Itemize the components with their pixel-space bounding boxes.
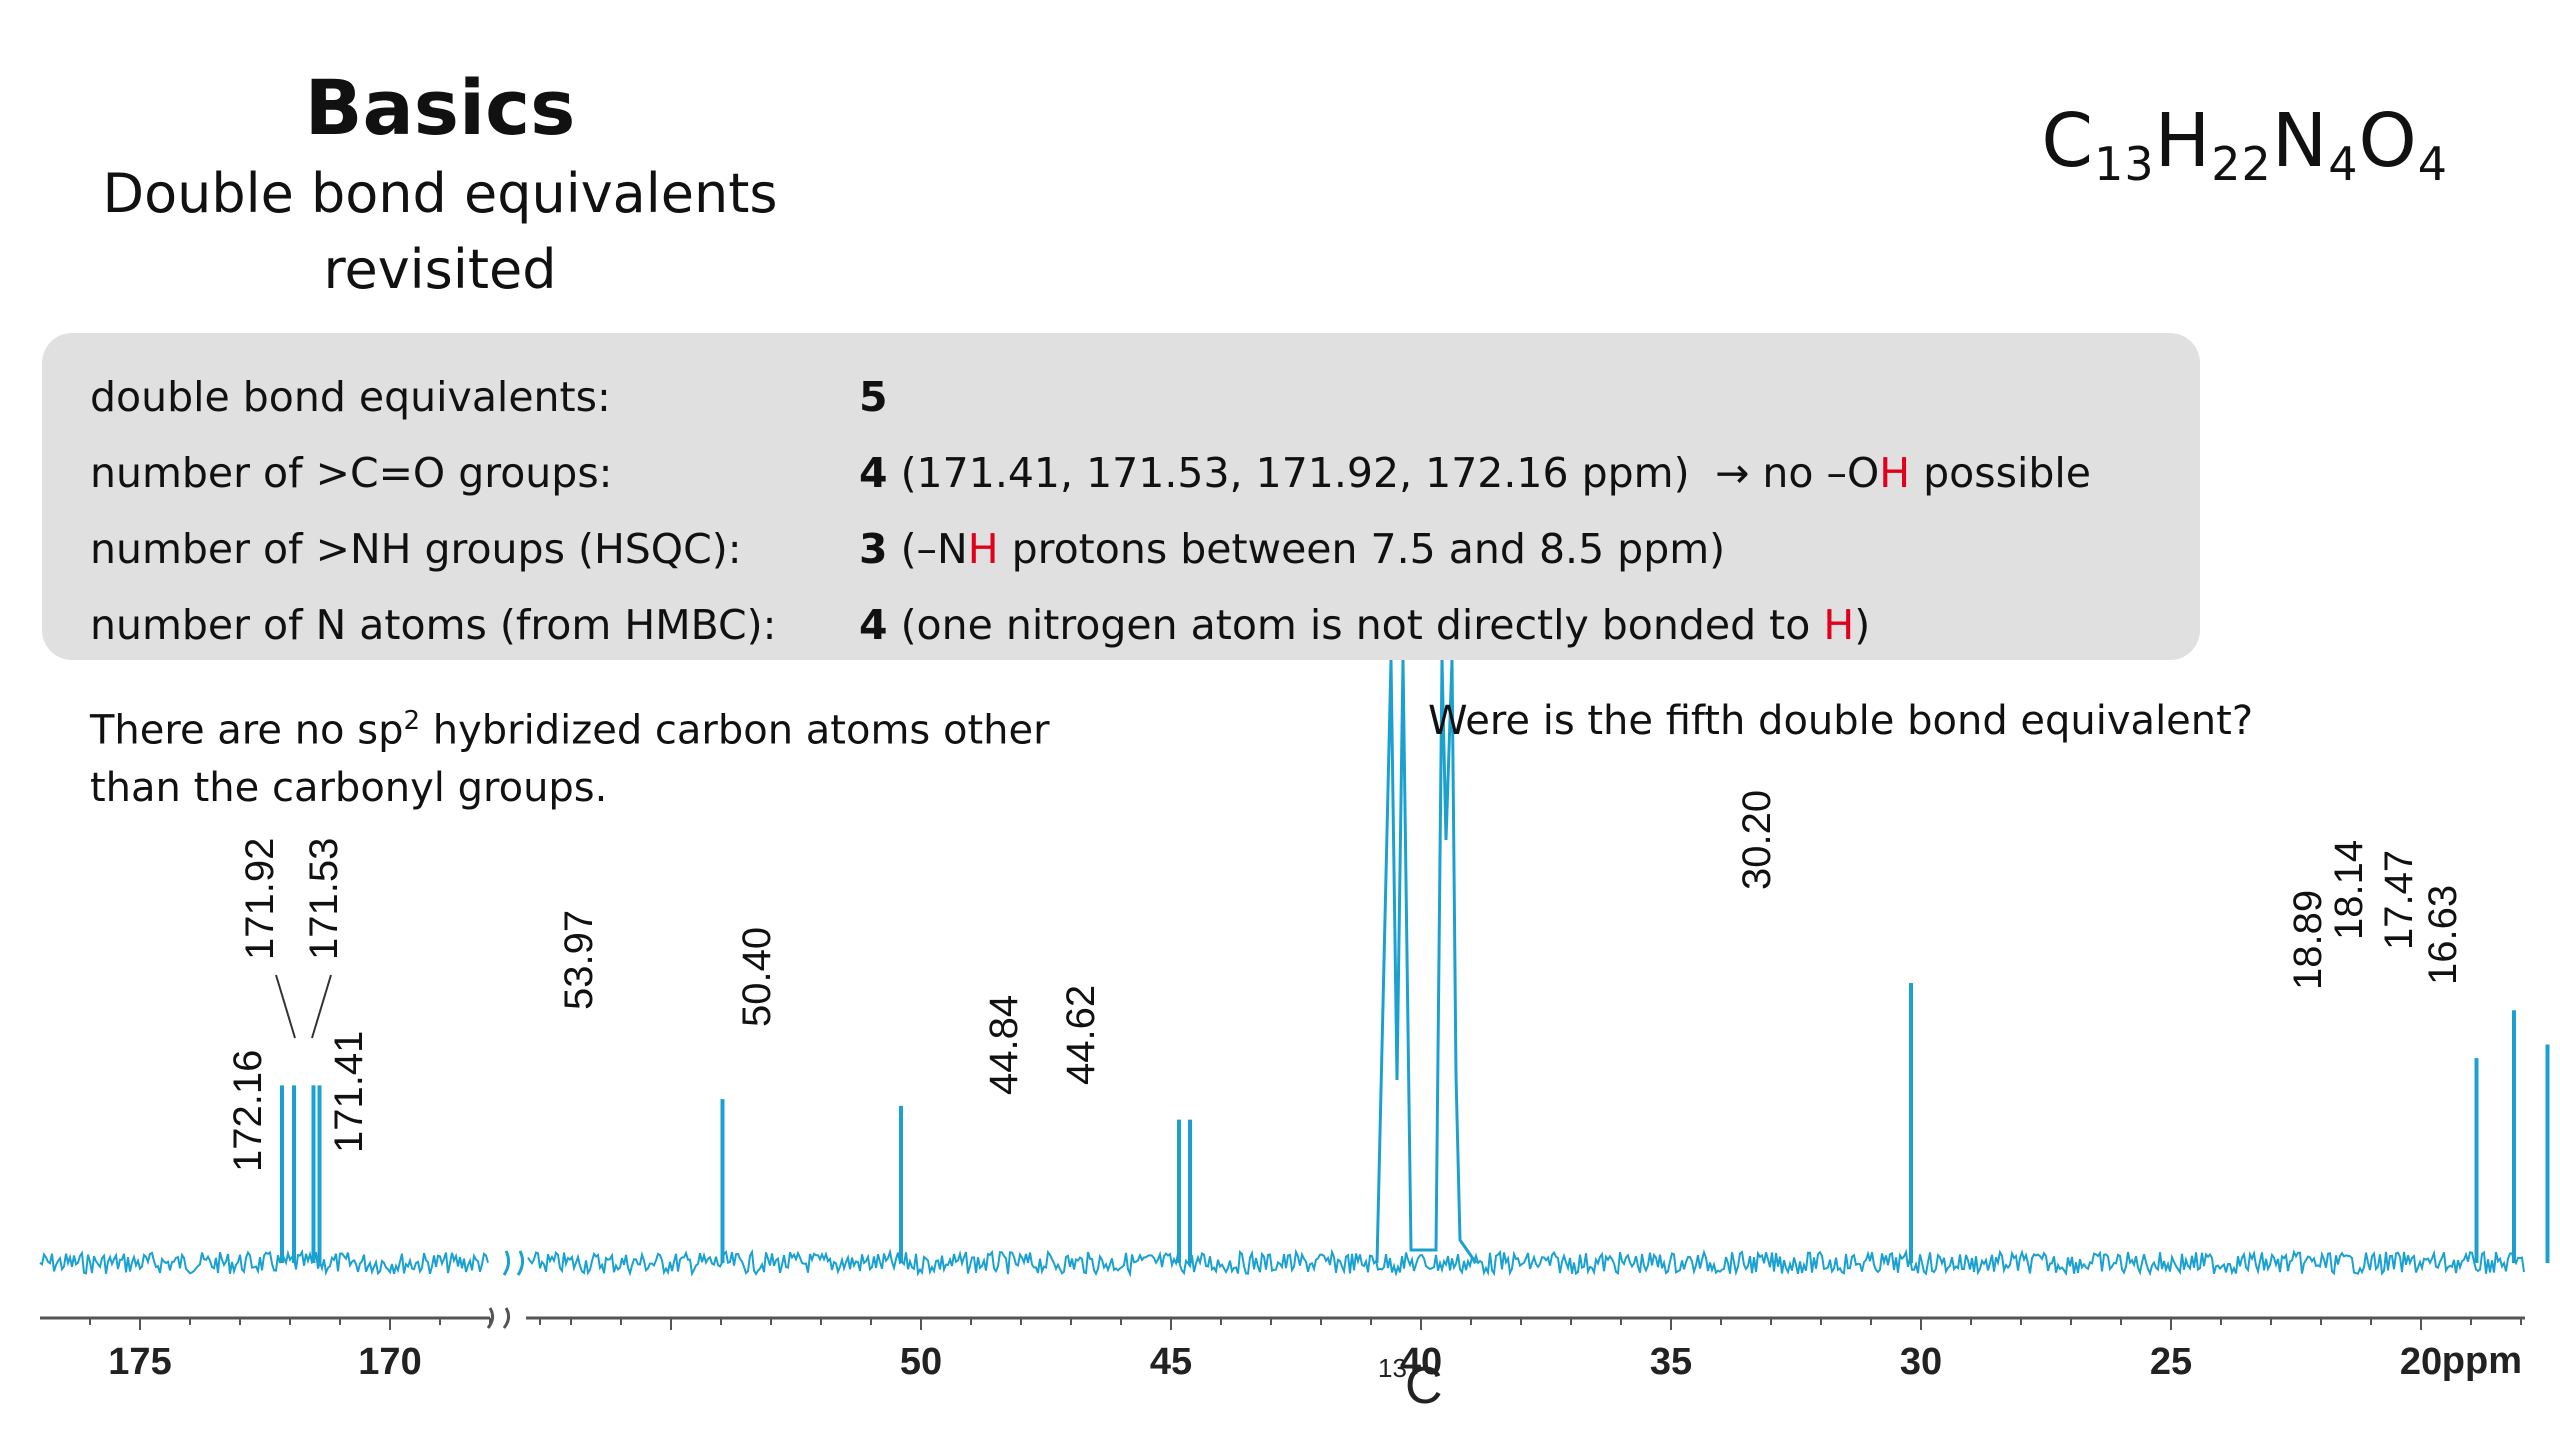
axis-tick-label: 170 (358, 1341, 421, 1383)
axis-tick-label: 40 (1400, 1341, 1442, 1383)
note-left: There are no sp2 hybridized carbon atoms… (90, 692, 1050, 817)
axis-tick-label: 20 (2400, 1341, 2442, 1383)
note-right: Were is the fifth double bond equivalent… (1428, 698, 2254, 744)
info-row-carbonyl: number of >C=O groups: 4 (171.41, 171.53… (42, 443, 2200, 519)
info-value-text: (–N (887, 525, 968, 573)
info-label: number of >NH groups (HSQC): (90, 525, 742, 573)
info-arrow-note: → no –OH possible (1715, 443, 2091, 503)
info-value: 4 (171.41, 171.53, 171.92, 172.16 ppm) (859, 443, 1690, 503)
info-label: number of >C=O groups: (90, 449, 613, 497)
note-left-line2: than the carbonyl groups. (90, 765, 608, 812)
peak-label: 53.97 (557, 910, 601, 1010)
axis-unit: ppm (2442, 1340, 2522, 1382)
peak-label: 50.40 (735, 927, 779, 1027)
slide-subtitle-line2: revisited (323, 238, 557, 301)
leader-line (275, 974, 296, 1039)
info-row-n-atoms: number of N atoms (from HMBC): 4 (one ni… (42, 595, 2200, 671)
info-box: double bond equivalents: 5 number of >C=… (42, 333, 2200, 660)
peak-label: 16.63 (2421, 885, 2465, 985)
arrow-red-h: H (1879, 449, 1911, 497)
baseline-break-mark (502, 1250, 511, 1276)
peak-label: 18.89 (2286, 890, 2330, 990)
info-value-text: (one nitrogen atom is not directly bonde… (887, 601, 1824, 649)
peak-label: 171.53 (302, 838, 346, 960)
formula-h-count: 22 (2211, 137, 2272, 191)
peak-labels: 172.16 171.92 171.53 171.41 53.97 50.40 44.84 4… (226, 790, 2465, 1172)
x-axis: 175 170 50 45 40 35 30 25 20 13C ppm (40, 1250, 2525, 1415)
info-label: number of N atoms (from HMBC): (90, 601, 777, 649)
info-value-text-tail: ) (1854, 601, 1871, 649)
info-value: 5 (859, 367, 888, 427)
peak-label: 171.41 (327, 1031, 371, 1153)
info-value-red-h: H (967, 525, 999, 573)
formula-c-count: 13 (2094, 137, 2155, 191)
peak-label: 30.20 (1735, 790, 1779, 890)
note-left-sup: 2 (403, 706, 421, 736)
info-value-number: 4 (859, 449, 888, 497)
info-label: double bond equivalents: (90, 373, 611, 421)
spectrum-baseline (39, 1248, 2525, 1278)
note-left-text-tail: hybridized carbon atoms other (420, 707, 1050, 754)
leader-line (311, 974, 332, 1039)
info-row-dbe: double bond equivalents: 5 (42, 367, 2200, 443)
axis-label-isotope: 13 (1378, 1353, 1407, 1383)
axis-tick-label: 175 (108, 1341, 171, 1383)
axis-tick-label: 30 (1900, 1341, 1942, 1383)
axis-tick-label: 45 (1150, 1341, 1192, 1383)
info-value-text-tail: protons between 7.5 and 8.5 ppm) (998, 525, 1726, 573)
baseline-noise (39, 1248, 489, 1277)
info-value: 3 (–NH protons between 7.5 and 8.5 ppm) (859, 519, 1725, 579)
peak-label: 44.84 (982, 995, 1026, 1095)
formula-c: C (2041, 98, 2095, 184)
axis-tick-label: 35 (1650, 1341, 1692, 1383)
info-value: 4 (one nitrogen atom is not directly bon… (859, 595, 1870, 655)
axis-break-mark (502, 1307, 511, 1329)
spectrum-peaks (280, 659, 2550, 1264)
title-block: Basics Double bond equivalents revisited (40, 60, 840, 308)
info-value-number: 3 (859, 525, 888, 573)
baseline-break-mark (516, 1250, 525, 1276)
peak-label: 17.47 (2377, 850, 2421, 950)
slide-subtitle-line1: Double bond equivalents (102, 162, 778, 225)
arrow-tail: possible (1910, 449, 2092, 497)
info-value-text: (171.41, 171.53, 171.92, 172.16 ppm) (887, 449, 1690, 497)
molecular-formula: C13H22N4O4 (2041, 98, 2448, 191)
axis-tick-label: 25 (2150, 1341, 2192, 1383)
axis-tick-label: 50 (900, 1341, 942, 1383)
solvent-peak (1375, 659, 1478, 1264)
slide-title: Basics (304, 63, 576, 152)
formula-o: O (2358, 98, 2418, 184)
formula-h: H (2154, 98, 2212, 184)
info-value-number: 5 (859, 373, 888, 421)
info-row-nh: number of >NH groups (HSQC): 3 (–NH prot… (42, 519, 2200, 595)
info-value-number: 4 (859, 601, 888, 649)
axis-break-mark (486, 1307, 495, 1329)
arrow-text: → no –O (1715, 449, 1880, 497)
formula-n-count: 4 (2328, 137, 2359, 191)
baseline-noise (527, 1248, 2525, 1278)
formula-n: N (2271, 98, 2329, 184)
axis-label-element: C (1405, 1357, 1443, 1415)
peak-label: 171.92 (238, 838, 282, 960)
peak-label: 18.14 (2327, 840, 2371, 940)
peak-label: 172.16 (226, 1050, 270, 1172)
peak-label: 44.62 (1059, 985, 1103, 1085)
formula-o-count: 4 (2417, 137, 2448, 191)
info-value-red-h: H (1823, 601, 1855, 649)
note-left-text: There are no sp (90, 707, 404, 754)
